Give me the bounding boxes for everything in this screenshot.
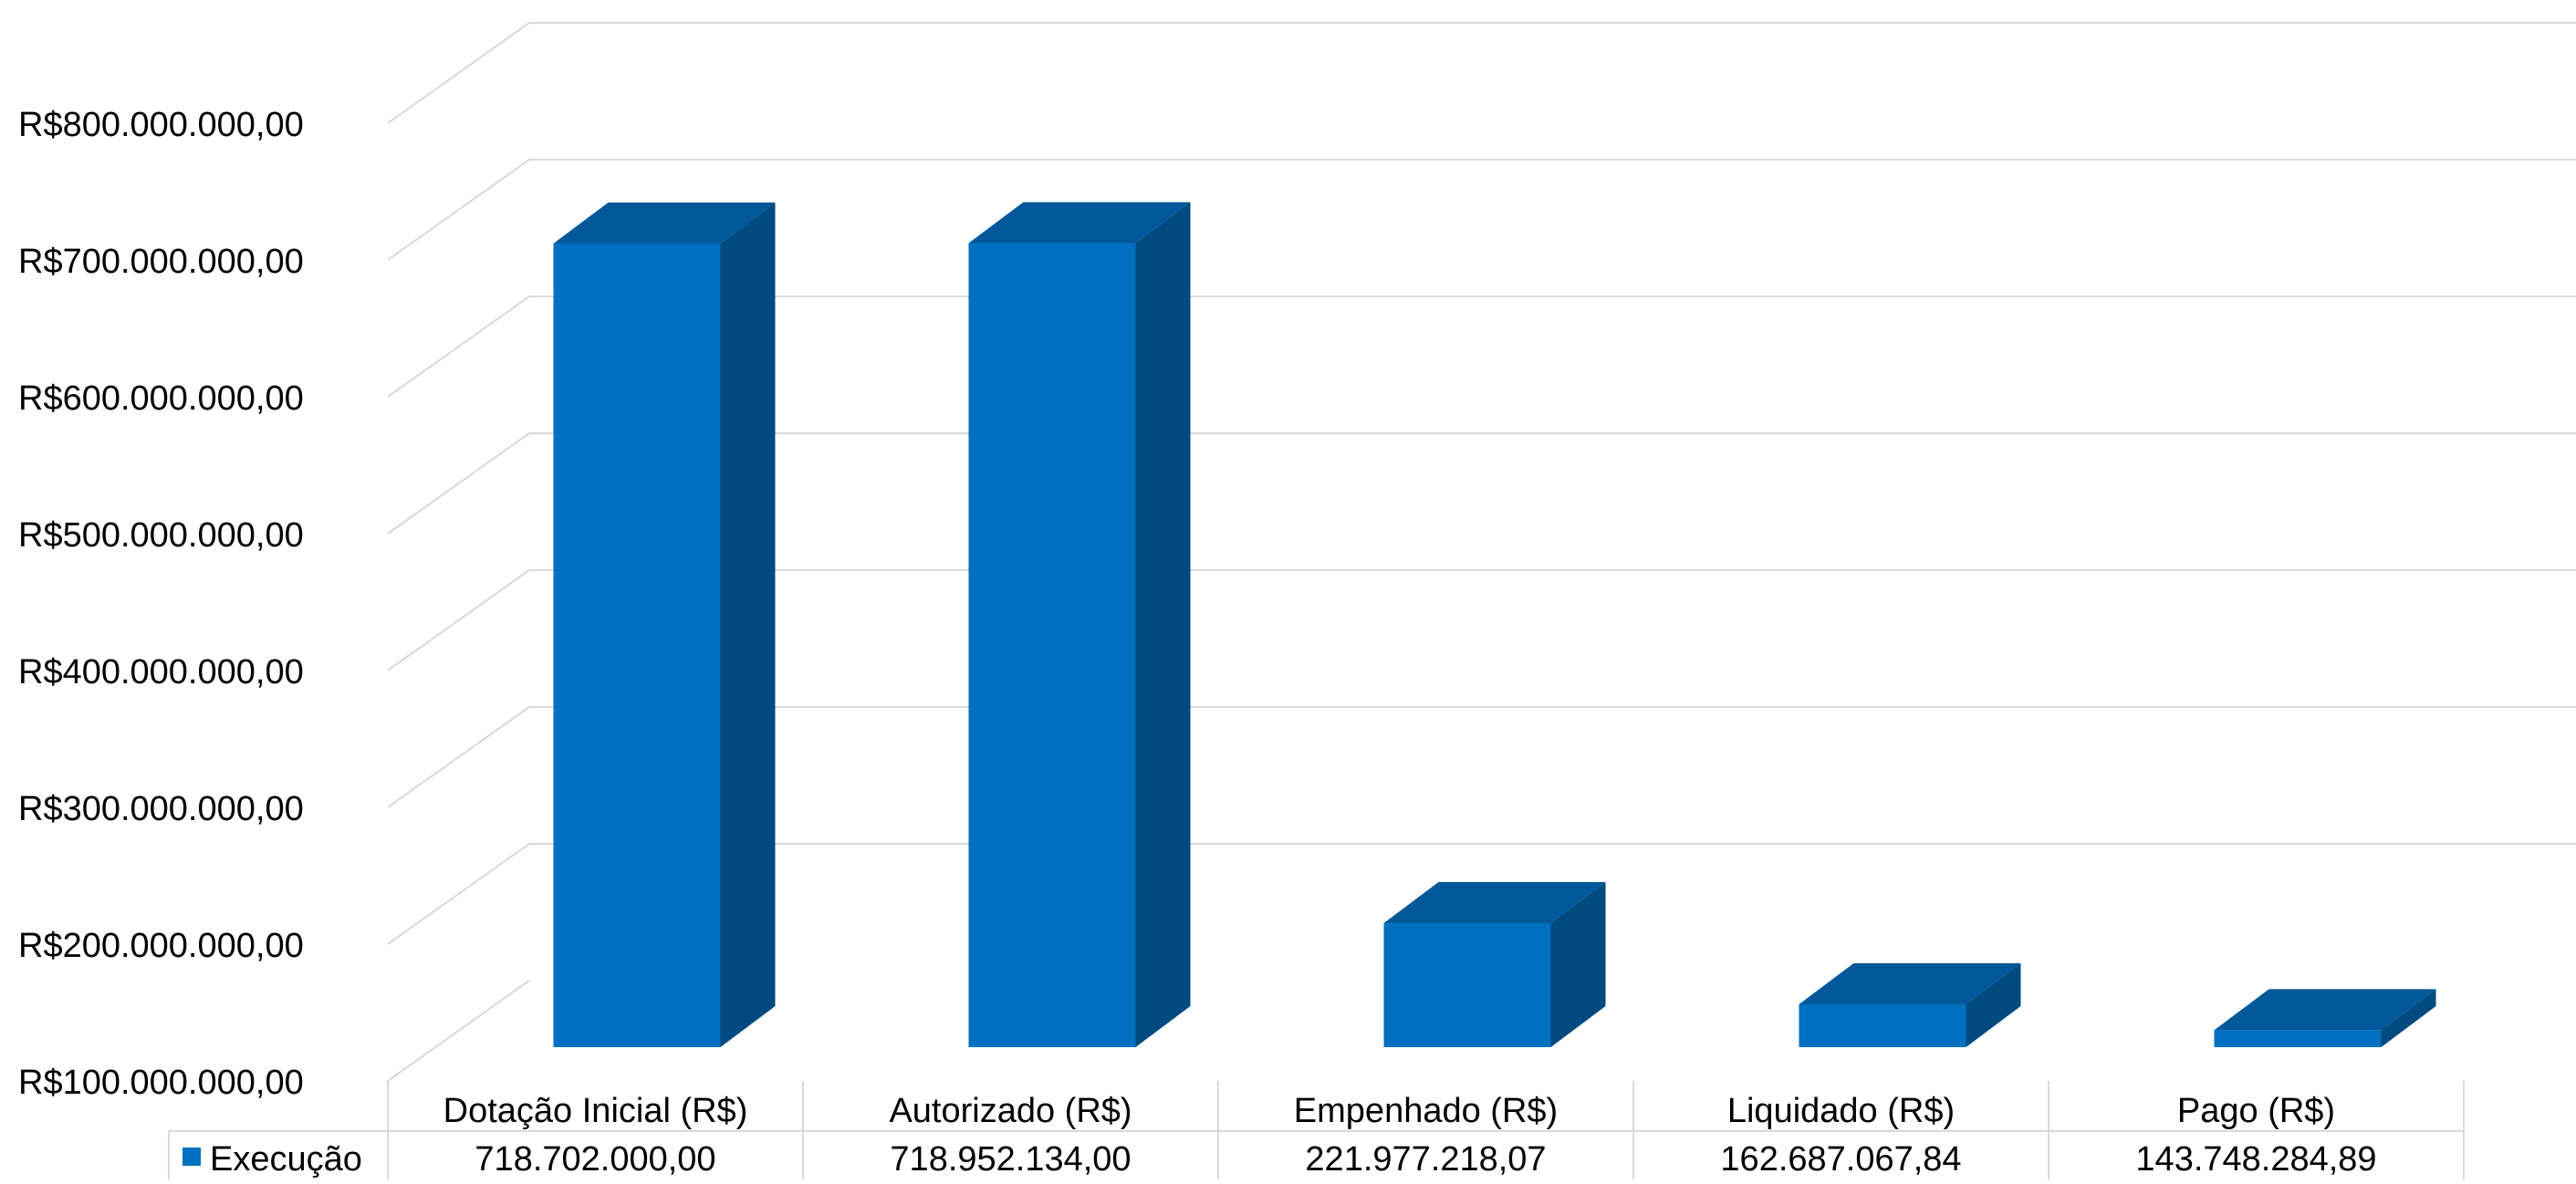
category-label: Liquidado (R$) xyxy=(1727,1092,1955,1130)
value-label: 143.748.284,89 xyxy=(2135,1140,2376,1179)
y-tick-label: R$400.000.000,00 xyxy=(18,653,304,691)
y-tick-label: R$300.000.000,00 xyxy=(18,790,304,828)
series-name: Execução xyxy=(210,1140,362,1179)
y-axis-labels: R$100.000.000,00 R$200.000.000,00 R$300.00… xyxy=(18,106,304,1102)
value-label: 718.702.000,00 xyxy=(475,1140,715,1179)
grid-layer xyxy=(387,22,2576,1082)
gridline-side xyxy=(387,569,530,671)
bar-2 xyxy=(1383,882,1606,1047)
gridline-side xyxy=(387,706,530,808)
bar-front xyxy=(553,243,721,1047)
bar-side xyxy=(1966,962,2021,1047)
value-label: 162.687.067,84 xyxy=(1720,1140,1961,1179)
legend-swatch xyxy=(183,1148,201,1166)
y-tick-label: R$800.000.000,00 xyxy=(18,106,304,144)
gridline-side xyxy=(387,432,530,535)
gridline-side xyxy=(387,22,530,124)
bar-front xyxy=(2214,1030,2382,1047)
bar-4 xyxy=(2214,989,2436,1047)
gridline-side xyxy=(387,296,530,398)
bar-front xyxy=(1799,1003,1966,1047)
bar-top xyxy=(1383,882,1606,924)
category-label: Pago (R$) xyxy=(2177,1092,2335,1130)
y-tick-label: R$500.000.000,00 xyxy=(18,516,304,555)
bar-top xyxy=(968,202,1191,244)
bar-top xyxy=(553,202,776,244)
bar-top xyxy=(2214,989,2436,1031)
y-tick-label: R$600.000.000,00 xyxy=(18,379,304,418)
value-label: 221.977.218,07 xyxy=(1305,1140,1546,1179)
y-tick-label: R$700.000.000,00 xyxy=(18,243,304,281)
bar-side xyxy=(2381,989,2436,1047)
bar-side xyxy=(1135,202,1191,1048)
category-label: Empenhado (R$) xyxy=(1294,1092,1558,1130)
category-label: Autorizado (R$) xyxy=(889,1092,1132,1130)
bar-side xyxy=(1550,882,1606,1047)
bar-top xyxy=(1799,962,2021,1004)
gridline-floor xyxy=(387,980,530,1082)
bar-1 xyxy=(968,202,1191,1048)
value-label: 718.952.134,00 xyxy=(890,1140,1131,1179)
bar-0 xyxy=(553,202,776,1047)
bars xyxy=(553,202,2436,1048)
bar-front xyxy=(968,243,1136,1048)
y-tick-label: R$100.000.000,00 xyxy=(18,1064,304,1102)
bar-3 xyxy=(1799,962,2021,1047)
bar-side xyxy=(720,202,776,1047)
gridline-side xyxy=(387,159,530,261)
y-tick-label: R$200.000.000,00 xyxy=(18,927,304,965)
data-table: Dotação Inicial (R$) 718.702.000,00 Autori… xyxy=(168,1081,2465,1179)
bar-front xyxy=(1383,923,1551,1047)
gridline-side xyxy=(387,843,530,945)
category-label: Dotação Inicial (R$) xyxy=(443,1092,748,1130)
